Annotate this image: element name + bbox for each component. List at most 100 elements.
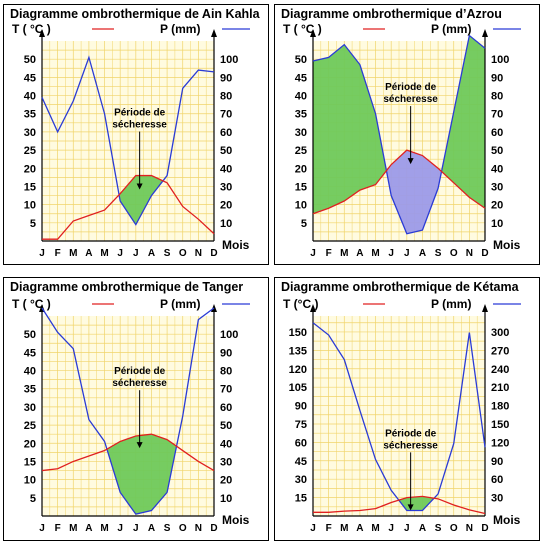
y-right-tick-label: 10	[220, 218, 232, 230]
temperature-line	[312, 149, 486, 215]
x-tick-label: M	[340, 523, 348, 534]
y-right-tick-label: 240	[491, 364, 509, 376]
right-axis-arrow	[211, 29, 217, 37]
y-left-tick-label: 50	[24, 54, 36, 66]
y-right-tick-label: 30	[491, 181, 503, 193]
x-tick-label: S	[164, 523, 171, 534]
left-axis-arrow	[310, 29, 316, 37]
temperature-line	[42, 174, 215, 240]
y-left-tick-label: 15	[24, 456, 36, 468]
temperature-line	[313, 495, 486, 515]
y-right-tick-label: 80	[220, 366, 232, 378]
y-right-tick-label: 40	[491, 163, 503, 175]
x-axis-label: Mois	[222, 238, 250, 252]
chart-azrou: 5 10 15 20 25 30 35 40 45 50 10 20 30 40 50 60 70 80 90 100…	[283, 22, 521, 259]
x-tick-label: M	[100, 523, 108, 534]
y-left-tick-label: 35	[24, 384, 36, 396]
y-right-tick-label: 10	[491, 218, 503, 230]
right-axis-arrow	[482, 29, 488, 37]
y-right-tick-label: 20	[491, 200, 503, 212]
temperature-legend-label: T ( °C )	[12, 22, 51, 36]
chart-title: Diagramme ombrothermique de Ain Kahla	[10, 7, 260, 21]
x-tick-label: M	[371, 523, 379, 534]
x-tick-label: M	[100, 248, 108, 259]
precipitation-line	[41, 55, 215, 226]
annotation-line-1: Période de	[385, 82, 437, 93]
y-right-tick-label: 70	[220, 109, 232, 121]
y-left-tick-label: 45	[24, 72, 36, 84]
x-tick-label: J	[117, 248, 123, 259]
x-tick-label: J	[388, 523, 394, 534]
annotation-arrowhead	[136, 183, 143, 190]
chart-tanger: 5 10 15 20 25 30 35 40 45 50 10 20 30 40 50 60 70 80 90 100…	[12, 297, 250, 534]
y-right-tick-label: 70	[220, 384, 232, 396]
x-tick-label: O	[450, 523, 458, 534]
y-left-tick-label: 40	[24, 366, 36, 378]
y-right-tick-label: 90	[220, 347, 232, 359]
temperature-legend-label: T (°C )	[283, 297, 318, 311]
x-tick-label: J	[404, 523, 410, 534]
y-left-tick-label: 45	[295, 456, 307, 468]
chart-ketama: 15 30 45 60 75 90 105 120 135 150 30 60 90 120 150 180 2…	[283, 297, 521, 534]
x-tick-label: S	[435, 248, 442, 259]
annotation-line-1: Période de	[114, 366, 166, 377]
y-right-tick-label: 40	[220, 163, 232, 175]
x-tick-label: D	[210, 248, 217, 259]
x-tick-label: N	[466, 523, 473, 534]
dry-period-area	[386, 150, 442, 234]
y-right-tick-label: 60	[491, 474, 503, 486]
grid	[312, 316, 486, 516]
y-left-tick-label: 30	[24, 127, 36, 139]
x-tick-label: S	[435, 523, 442, 534]
y-right-tick-label: 20	[220, 475, 232, 487]
temperature-legend-label: T ( °C )	[283, 22, 322, 36]
chart-title: Diagramme ombrothermique de Tanger	[10, 280, 244, 294]
y-right-tick-label: 100	[491, 54, 509, 66]
dry-period-area	[119, 175, 163, 225]
x-tick-label: F	[55, 523, 61, 534]
x-tick-label: D	[481, 523, 488, 534]
y-left-tick-label: 50	[24, 329, 36, 341]
x-tick-label: A	[356, 523, 363, 534]
y-left-tick-label: 25	[24, 420, 36, 432]
precipitation-legend-label: P (mm)	[160, 22, 200, 36]
y-right-tick-label: 60	[491, 127, 503, 139]
x-tick-label: D	[481, 248, 488, 259]
annotation-line-1: Période de	[385, 428, 437, 439]
y-right-tick-label: 100	[220, 329, 238, 341]
x-tick-label: M	[340, 248, 348, 259]
x-tick-label: F	[326, 523, 332, 534]
y-left-tick-label: 25	[295, 145, 307, 157]
x-tick-label: J	[388, 248, 394, 259]
y-left-tick-label: 40	[24, 91, 36, 103]
y-left-tick-label: 35	[295, 109, 307, 121]
chart-title: Diagramme ombrothermique de Kétama	[281, 280, 519, 294]
x-tick-label: F	[326, 248, 332, 259]
x-tick-label: A	[356, 248, 363, 259]
y-left-tick-label: 20	[24, 438, 36, 450]
x-tick-label: M	[69, 248, 77, 259]
x-tick-label: N	[195, 523, 202, 534]
x-tick-label: J	[133, 248, 139, 259]
y-right-tick-label: 300	[491, 327, 509, 339]
y-right-tick-label: 150	[491, 419, 509, 431]
y-right-tick-label: 60	[220, 402, 232, 414]
y-left-tick-label: 60	[295, 437, 307, 449]
y-right-tick-label: 100	[220, 54, 238, 66]
y-left-tick-label: 20	[295, 163, 307, 175]
y-right-tick-label: 180	[491, 401, 509, 413]
temperature-legend-label: T ( °C )	[12, 297, 51, 311]
x-tick-label: A	[148, 248, 155, 259]
y-left-tick-label: 20	[24, 163, 36, 175]
x-tick-label: M	[371, 248, 379, 259]
x-tick-label: O	[179, 523, 187, 534]
annotation-line-2: sécheresse	[383, 440, 438, 451]
y-right-tick-label: 70	[491, 109, 503, 121]
y-left-tick-label: 75	[295, 419, 307, 431]
y-right-tick-label: 30	[491, 493, 503, 505]
x-tick-label: A	[419, 248, 426, 259]
y-left-tick-label: 90	[295, 401, 307, 413]
y-left-tick-label: 135	[289, 345, 307, 357]
y-right-tick-label: 50	[220, 145, 232, 157]
y-left-tick-label: 25	[24, 145, 36, 157]
